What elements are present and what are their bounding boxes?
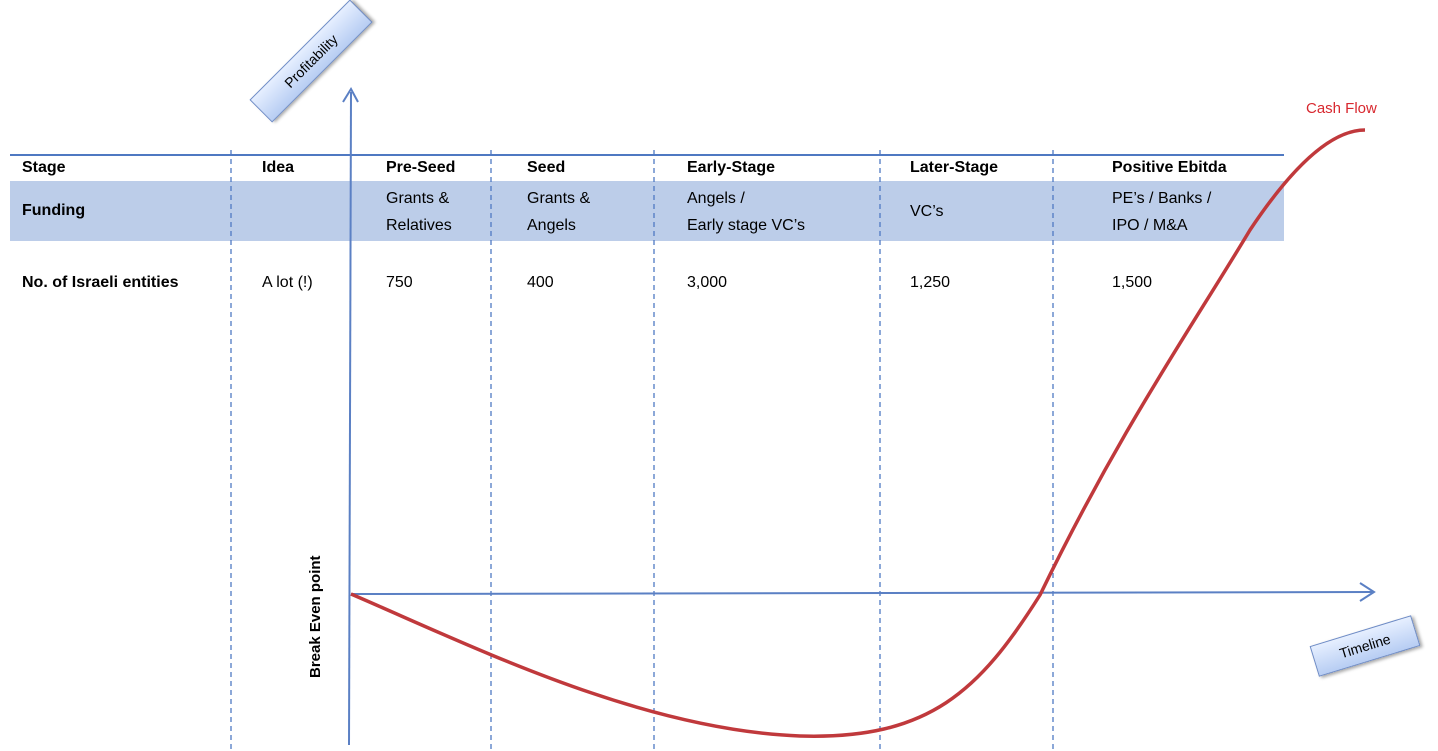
funding-seed-line2: Angels <box>527 217 576 234</box>
entities-pre-seed: 750 <box>386 274 413 291</box>
stage-idea: Idea <box>262 159 295 176</box>
entities-ebitda: 1,500 <box>1112 274 1153 291</box>
entities-early: 3,000 <box>687 274 728 291</box>
funding-early-line2: Early stage VC’s <box>687 217 805 234</box>
y-axis <box>342 86 359 746</box>
stage-pre-seed: Pre-Seed <box>386 159 456 176</box>
funding-seed-line1: Grants & <box>527 190 591 207</box>
entities-later: 1,250 <box>910 274 951 291</box>
stage-seed: Seed <box>527 159 566 176</box>
entities-idea: A lot (!) <box>262 274 313 291</box>
stage-ebitda: Positive Ebitda <box>1112 159 1227 176</box>
break-even-label: Break Even point <box>307 555 324 678</box>
entities-row-label: No. of Israeli entities <box>22 274 179 291</box>
funding-later: VC’s <box>910 203 944 220</box>
funding-pre-seed-line2: Relatives <box>386 217 452 234</box>
column-separators <box>230 150 1054 751</box>
cash-flow-curve <box>350 128 1366 738</box>
funding-pre-seed-line1: Grants & <box>386 190 450 207</box>
timeline-label: Timeline <box>1337 630 1393 662</box>
x-axis <box>350 582 1376 602</box>
funding-ebitda-line2: IPO / M&A <box>1112 217 1188 234</box>
cash-flow-label: Cash Flow <box>1306 100 1377 117</box>
stage-early: Early-Stage <box>687 159 776 176</box>
stage-later: Later-Stage <box>910 159 999 176</box>
stage-row-label: Stage <box>22 159 66 176</box>
funding-band <box>10 181 1284 241</box>
entities-seed: 400 <box>527 274 554 291</box>
funding-row-label: Funding <box>22 202 86 219</box>
funding-ebitda-line1: PE’s / Banks / <box>1112 190 1212 207</box>
funding-early-line1: Angels / <box>687 190 745 207</box>
